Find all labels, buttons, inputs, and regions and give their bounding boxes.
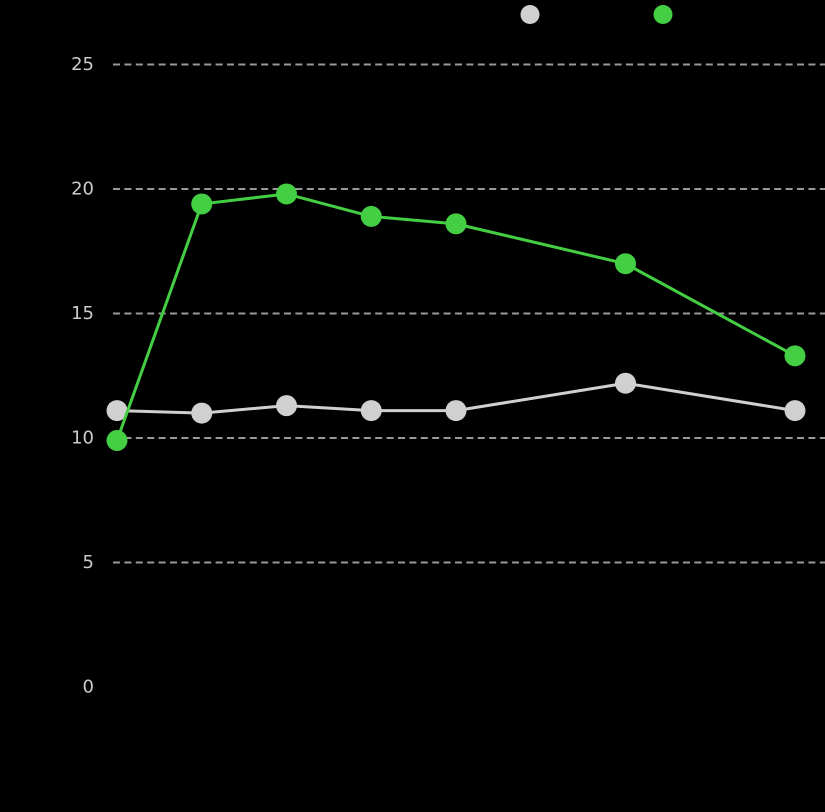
series-gray-point [191, 402, 213, 424]
legend-marker-green [653, 5, 673, 24]
y-tick-label: 10 [71, 428, 94, 449]
series-gray-point [106, 400, 128, 422]
series-gray-point [445, 400, 467, 422]
y-tick-label: 15 [71, 303, 94, 324]
series-green-point [360, 205, 382, 227]
y-tick-label: 25 [71, 54, 94, 75]
series-green-point [784, 345, 806, 367]
series-gray-point [360, 400, 382, 422]
y-tick-label: 20 [71, 179, 94, 200]
series-green-point [615, 253, 636, 275]
series-green-point [106, 429, 128, 451]
legend-marker-gray [520, 5, 540, 24]
series-green-point [191, 193, 213, 215]
y-tick-label: 0 [83, 677, 94, 698]
y-tick-label: 5 [83, 552, 94, 573]
series-gray-point [276, 395, 297, 417]
series-green-point [445, 213, 467, 235]
series-green-point [276, 183, 297, 205]
series-gray-point [784, 400, 806, 422]
series-gray-point [615, 372, 636, 394]
